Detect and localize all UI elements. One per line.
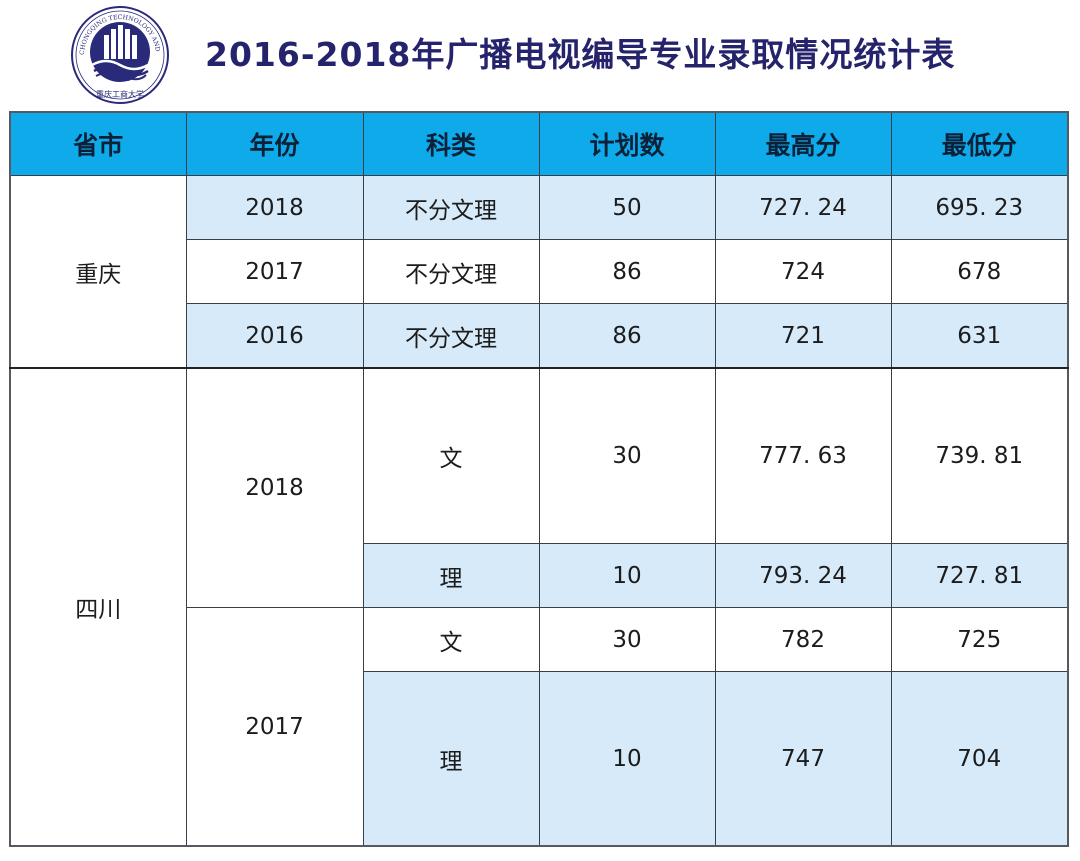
year-cell: 2018 (185, 367, 364, 608)
table-row: 理 10 747 704 (10, 671, 1069, 847)
plan-cell: 10 (538, 671, 716, 847)
plan-cell: 50 (538, 175, 716, 240)
table-row: 2016 不分文理 86 721 631 (10, 303, 1069, 369)
max-score-cell: 793. 24 (714, 543, 892, 608)
max-score-cell: 782 (714, 607, 892, 672)
table-row: 2017 不分文理 86 724 678 (10, 239, 1069, 304)
header-plan: 计划数 (538, 111, 716, 176)
plan-cell: 10 (538, 543, 716, 608)
admission-stats-table-container: 省市 年份 科类 计划数 最高分 最低分 重庆 2018 不分文理 50 727… (9, 111, 1069, 849)
header-category: 科类 (362, 111, 540, 176)
max-score-cell: 747 (714, 671, 892, 847)
table-header-row: 省市 年份 科类 计划数 最高分 最低分 (9, 111, 1069, 176)
min-score-cell: 704 (890, 671, 1069, 847)
year-cell: 2016 (185, 303, 364, 369)
plan-cell: 86 (538, 303, 716, 369)
min-score-cell: 725 (890, 607, 1069, 672)
max-score-cell: 724 (714, 239, 892, 304)
plan-cell: 86 (538, 239, 716, 304)
table-row: 四川 2018 文 30 777. 63 739. 81 (9, 367, 1069, 847)
category-cell: 不分文理 (362, 239, 540, 304)
year-cell: 2017 (185, 239, 364, 304)
university-logo: CHONGQING TECHNOLOGY AND BUSINESS UNIVER… (67, 0, 170, 105)
category-cell: 文 (362, 607, 540, 672)
min-score-cell: 695. 23 (890, 175, 1069, 240)
category-cell: 文 (362, 367, 540, 544)
header-province: 省市 (9, 111, 187, 176)
max-score-cell: 721 (714, 303, 892, 369)
university-seal-icon: CHONGQING TECHNOLOGY AND BUSINESS UNIVER… (67, 0, 169, 104)
province-cell: 重庆 (9, 175, 187, 369)
category-cell: 理 (362, 543, 540, 608)
admission-stats-table: 省市 年份 科类 计划数 最高分 最低分 重庆 2018 不分文理 50 727… (9, 111, 1069, 847)
plan-cell: 30 (538, 367, 716, 544)
year-cell: 2017 (185, 607, 364, 847)
year-cell: 2018 (185, 175, 364, 240)
min-score-cell: 631 (890, 303, 1069, 369)
svg-text:重庆工商大学: 重庆工商大学 (96, 89, 144, 99)
header-min-score: 最低分 (890, 111, 1069, 176)
min-score-cell: 678 (890, 239, 1069, 304)
province-cell: 四川 (9, 367, 187, 847)
table-row: 2017 文 30 782 725 (10, 607, 1069, 847)
header-year: 年份 (185, 111, 364, 176)
min-score-cell: 739. 81 (890, 367, 1069, 544)
category-cell: 理 (362, 671, 540, 847)
plan-cell: 30 (538, 607, 716, 672)
category-cell: 不分文理 (362, 175, 540, 240)
max-score-cell: 777. 63 (714, 367, 892, 544)
table-row: 重庆 2018 不分文理 50 727. 24 695. 23 (9, 175, 1069, 369)
table-row: 理 10 793. 24 727. 81 (10, 543, 1069, 608)
min-score-cell: 727. 81 (890, 543, 1069, 608)
category-cell: 不分文理 (362, 303, 540, 369)
page-title: 2016-2018年广播电视编导专业录取情况统计表 (205, 35, 956, 74)
max-score-cell: 727. 24 (714, 175, 892, 240)
header-max-score: 最高分 (714, 111, 892, 176)
